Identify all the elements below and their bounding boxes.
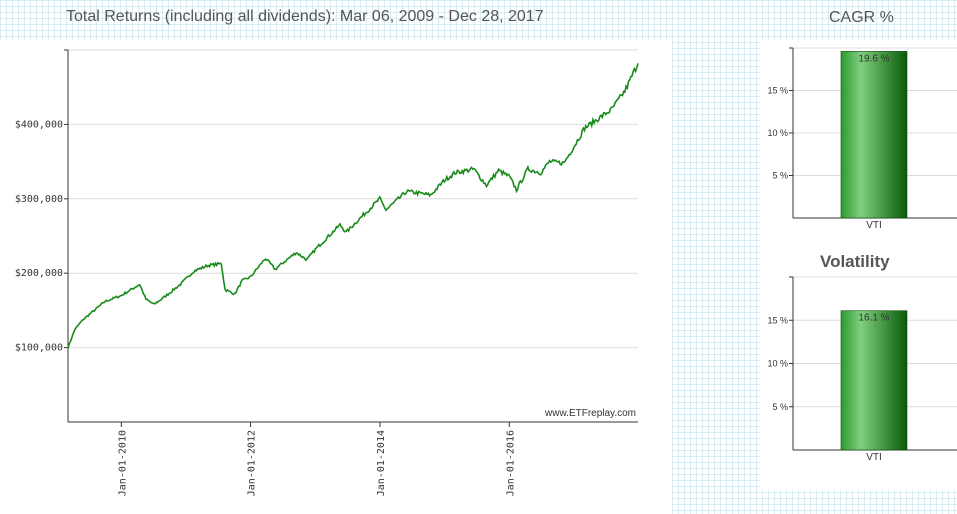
cagr-chart-title: CAGR % <box>829 9 894 26</box>
y-tick-label: $300,000 <box>15 194 63 205</box>
x-tick-label: Jan-01-2016 <box>505 430 516 496</box>
main-chart-title: Total Returns (including all dividends):… <box>66 8 544 25</box>
y-tick-label: $100,000 <box>15 343 63 354</box>
cagr-y-tick-label: 15 % <box>767 86 788 96</box>
volatility-bar <box>840 310 908 451</box>
volatility-chart-title: Volatility <box>820 252 890 271</box>
cagr-bar <box>840 51 908 219</box>
x-tick-label: Jan-01-2014 <box>376 430 387 496</box>
volatility-y-tick-label: 5 % <box>772 402 788 412</box>
y-tick-label: $400,000 <box>15 119 63 130</box>
x-tick-label: Jan-01-2010 <box>117 430 128 496</box>
volatility-y-tick-label: 15 % <box>767 315 788 325</box>
x-tick-label: Jan-01-2012 <box>247 430 258 496</box>
volatility-y-tick-label: 10 % <box>767 359 788 369</box>
volatility-category-label: VTI <box>866 452 882 463</box>
cagr-category-label: VTI <box>866 220 882 231</box>
returns-line <box>67 63 639 349</box>
cagr-bar-value-label: 19.6 % <box>858 53 889 64</box>
main-chart-panel <box>0 40 672 514</box>
y-tick-label: $200,000 <box>15 268 63 279</box>
cagr-y-tick-label: 5 % <box>772 171 788 181</box>
cagr-y-tick-label: 10 % <box>767 128 788 138</box>
watermark-text: www.ETFreplay.com <box>544 408 636 419</box>
volatility-bar-value-label: 16.1 % <box>858 313 889 324</box>
